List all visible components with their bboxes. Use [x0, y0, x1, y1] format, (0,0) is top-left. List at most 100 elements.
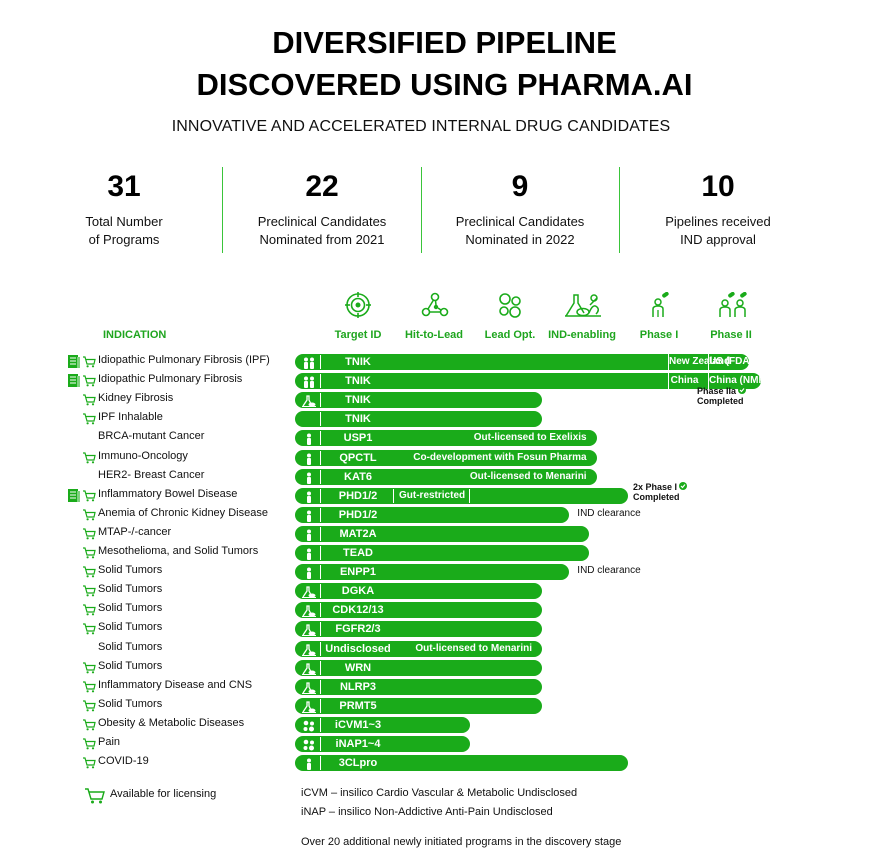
cart-icon — [82, 451, 96, 469]
person-icon — [301, 490, 317, 503]
stat-label: Preclinical Candidates Nominated in 2022 — [455, 214, 585, 247]
progress-bar: TNIK China China (NMPA) — [295, 373, 775, 390]
pipeline-row: Pain iNAP1~4 — [0, 734, 889, 753]
stat-total-programs: 31 Total Number of Programs — [25, 165, 223, 249]
indication-label: HER2- Breast Cancer — [98, 468, 205, 481]
cart-icon — [82, 737, 96, 755]
bar-divider — [320, 546, 321, 560]
stage-label-target-id: Target ID — [334, 329, 382, 341]
bubbles-icon — [496, 292, 524, 318]
target-label: KAT6 — [344, 470, 372, 483]
indication-label: Idiopathic Pulmonary Fibrosis — [98, 373, 243, 386]
progress-bar: CDK12/13 — [295, 602, 542, 619]
person-icon — [301, 471, 317, 484]
blank — [301, 413, 317, 425]
cart-icon — [82, 393, 96, 411]
region-segment: China (NMPA) — [708, 373, 775, 390]
target-label: NLRP3 — [339, 680, 377, 693]
bubbles-icon — [301, 719, 317, 732]
pipeline-row: Kidney Fibrosis TNIK Phase IIa Completed — [0, 386, 889, 411]
status-note: IND clearance — [577, 507, 641, 519]
progress-bar: PHD1/2 Gut-restricted — [295, 487, 628, 504]
progress-bar: NLRP3 — [295, 678, 542, 695]
indication-label: MTAP-/-cancer — [98, 525, 172, 538]
progress-bar: 3CLpro — [295, 755, 628, 772]
progress-bar: PRMT5 — [295, 697, 542, 714]
target-label: TNIK — [345, 394, 371, 407]
cart-icon — [82, 527, 96, 545]
progress-bar: TEAD — [295, 545, 589, 561]
pipeline-row: Mesothelioma, and Solid Tumors TEAD — [0, 543, 889, 562]
page-title: DIVERSIFIED PIPELINE DISCOVERED USING PH… — [0, 22, 889, 106]
progress-bar: FGFR2/3 — [295, 621, 542, 638]
lab-icon — [301, 623, 317, 637]
progress-bar: ENPP1 — [295, 564, 570, 581]
person-icon — [301, 432, 317, 446]
cart-icon — [82, 546, 96, 564]
bar-divider — [320, 641, 321, 656]
footnote-inap: iNAP – insilico Non-Addictive Anti-Pain … — [301, 806, 553, 818]
progress-bar: TNIK — [295, 392, 542, 409]
bar-divider — [393, 488, 394, 503]
stat-label: Preclinical Candidates Nominated from 202… — [257, 214, 387, 247]
lab-icon — [301, 662, 317, 675]
pipeline-row: Solid Tumors PRMT5 — [0, 696, 889, 715]
cart-icon — [82, 565, 96, 583]
bar-divider — [320, 717, 321, 732]
document-icon — [67, 373, 81, 393]
page-subtitle: INNOVATIVE AND ACCELERATED INTERNAL DRUG… — [171, 118, 671, 135]
indication-label: COVID-19 — [98, 755, 149, 768]
cart-icon — [82, 622, 96, 640]
bar-divider — [320, 488, 321, 503]
indication-label: Solid Tumors — [98, 583, 163, 596]
stage-label-phase-2: Phase II — [710, 329, 752, 341]
person-icon — [301, 452, 317, 465]
bar-divider — [320, 450, 321, 465]
bar-divider — [320, 469, 321, 484]
target-icon — [345, 292, 371, 318]
lab-icon — [301, 585, 317, 599]
person-icon — [301, 509, 317, 522]
cart-icon — [82, 508, 96, 526]
footnote-icvm: iCVM – insilico Cardio Vascular & Metabo… — [301, 787, 578, 799]
title-line-1: DIVERSIFIED PIPELINE — [272, 25, 617, 60]
person-icon — [301, 566, 317, 580]
pipeline-row: Obesity & Metabolic Diseases iCVM1~3 — [0, 715, 889, 734]
stat-candidates-2022: 9 Preclinical Candidates Nominated in 202… — [421, 165, 619, 249]
bar-note: Out-licensed to Menarini — [415, 642, 532, 654]
pipeline-row: Solid Tumors FGFR2/3 — [0, 619, 889, 638]
bar-divider — [320, 698, 321, 713]
bar-divider — [320, 660, 321, 675]
cart-icon — [82, 661, 96, 679]
indication-label: Immuno-Oncology — [98, 449, 188, 462]
bubbles-icon — [301, 738, 317, 751]
bar-divider — [320, 565, 321, 580]
pipeline-row: Anemia of Chronic Kidney Disease PHD1/2 IN… — [0, 505, 889, 524]
indication-label: Solid Tumors — [98, 621, 163, 634]
stat-ind-approval: 10 Pipelines received IND approval — [619, 165, 817, 249]
target-label: 3CLpro — [338, 757, 378, 770]
person-icon — [301, 547, 317, 560]
people-icon — [301, 375, 317, 389]
target-label: PHD1/2 — [338, 489, 378, 502]
target-label: Undisclosed — [325, 642, 391, 655]
target-label: FGFR2/3 — [335, 623, 381, 636]
stat-label: Total Number of Programs — [85, 214, 163, 247]
cart-icon — [82, 374, 96, 392]
document-icon — [67, 354, 81, 374]
pipeline-row: Inflammatory Bowel Disease PHD1/2 Gut-rest… — [0, 481, 889, 508]
lab-animals-icon — [563, 291, 603, 319]
progress-bar: WRN — [295, 659, 542, 676]
document-icon — [67, 488, 81, 508]
pipeline-row: BRCA-mutant Cancer USP1 Out-licensed to Ex… — [0, 428, 889, 447]
indication-label: Anemia of Chronic Kidney Disease — [98, 506, 268, 519]
bar-divider — [320, 737, 321, 751]
stage-label-ind-enabling: IND-enabling — [548, 329, 616, 341]
cart-icon — [82, 699, 96, 717]
bar-divider — [320, 507, 321, 522]
pipeline-row: Solid Tumors CDK12/13 — [0, 600, 889, 619]
stat-divider — [619, 167, 620, 253]
target-label: MAT2A — [339, 527, 377, 540]
person-icon — [301, 528, 317, 541]
target-label: CDK12/13 — [332, 604, 384, 617]
